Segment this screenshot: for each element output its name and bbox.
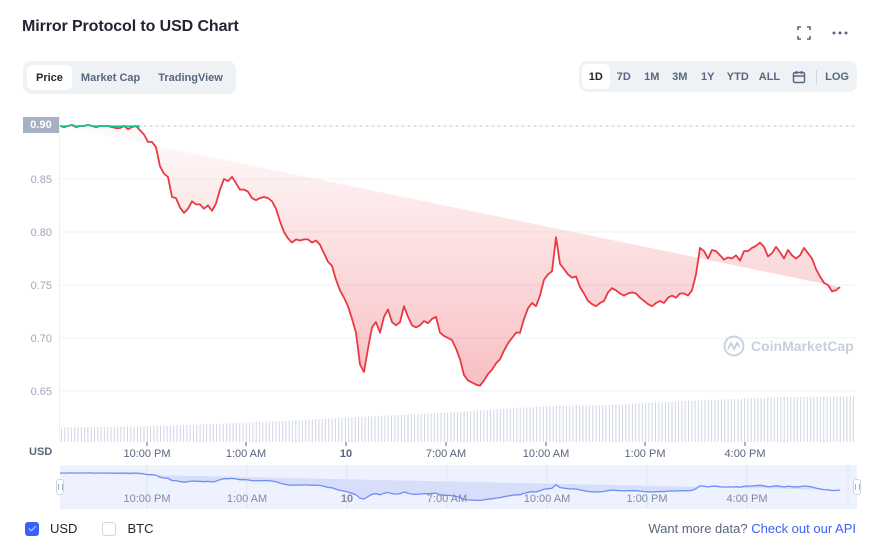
coinmarketcap-logo-icon [723, 335, 745, 357]
tab-market-cap[interactable]: Market Cap [80, 71, 141, 84]
calendar-icon [792, 70, 806, 83]
y-tick-label: 0.70 [30, 333, 52, 345]
x-tick-label: 1:00 PM [624, 448, 666, 460]
range-1y[interactable]: 1Y [701, 70, 715, 83]
checkmark-icon [28, 525, 36, 532]
x-tick-label: 10:00 AM [522, 448, 570, 460]
fullscreen-button[interactable] [795, 24, 813, 42]
y-tick-label: 0.85 [30, 174, 52, 186]
x-tick-label: 4:00 PM [724, 448, 766, 460]
navigator-left-handle[interactable] [56, 479, 64, 495]
usd-checkbox[interactable] [25, 521, 39, 536]
chart-type-tabs: Price Market Cap TradingView [23, 61, 236, 94]
ellipsis-icon [832, 31, 848, 35]
price-chart[interactable] [0, 0, 878, 470]
api-link[interactable]: Check out our API [751, 521, 856, 536]
btc-checkbox[interactable] [102, 521, 117, 536]
page-title: Mirror Protocol to USD Chart [22, 18, 239, 35]
tab-tradingview[interactable]: TradingView [158, 71, 223, 84]
navigator-tick-label: 4:00 PM [726, 493, 768, 505]
watermark-text: CoinMarketCap [751, 338, 854, 354]
navigator-tick-label: 7:00 AM [426, 493, 468, 505]
currency-toggle-group: USD BTC [25, 521, 178, 536]
api-prompt-text: Want more data? [648, 521, 748, 536]
range-7d[interactable]: 7D [616, 70, 631, 83]
navigator-tick-label: 10:00 AM [523, 493, 571, 505]
x-tick-label: 1:00 AM [225, 448, 267, 460]
time-range-selector: 1D 7D 1M 3M 1Y YTD ALL LOG [578, 61, 857, 92]
range-1m[interactable]: 1M [644, 70, 660, 83]
range-1d[interactable]: 1D [581, 64, 610, 89]
navigator-tick-label: 10 [340, 493, 354, 505]
y-tick-label: 0.65 [30, 386, 52, 398]
more-options-button[interactable] [831, 24, 849, 42]
navigator-tick-label: 10:00 PM [123, 493, 171, 505]
range-all[interactable]: ALL [758, 70, 781, 83]
current-price-marker: 0.90 [23, 117, 59, 133]
y-tick-label: 0.80 [30, 227, 52, 239]
navigator-tick-label: 1:00 PM [626, 493, 668, 505]
expand-icon [797, 26, 811, 40]
x-tick-label: 7:00 AM [425, 448, 467, 460]
range-ytd[interactable]: YTD [726, 70, 749, 83]
api-promo: Want more data? Check out our API [648, 521, 856, 536]
x-tick-label: 10:00 PM [123, 448, 171, 460]
date-picker-button[interactable] [785, 64, 813, 89]
y-axis-currency-label: USD [29, 446, 53, 458]
y-tick-label: 0.75 [30, 280, 52, 292]
x-tick-label: 10 [339, 448, 353, 460]
range-navigator[interactable] [60, 465, 857, 509]
navigator-right-handle[interactable] [853, 479, 861, 495]
log-scale-toggle[interactable]: LOG [825, 70, 849, 83]
coinmarketcap-watermark: CoinMarketCap [723, 335, 854, 357]
btc-label: BTC [127, 521, 154, 536]
navigator-tick-label: 1:00 AM [226, 493, 268, 505]
range-3m[interactable]: 3M [672, 70, 688, 83]
divider [816, 69, 818, 84]
usd-label: USD [50, 521, 78, 536]
tab-price[interactable]: Price [27, 65, 72, 90]
